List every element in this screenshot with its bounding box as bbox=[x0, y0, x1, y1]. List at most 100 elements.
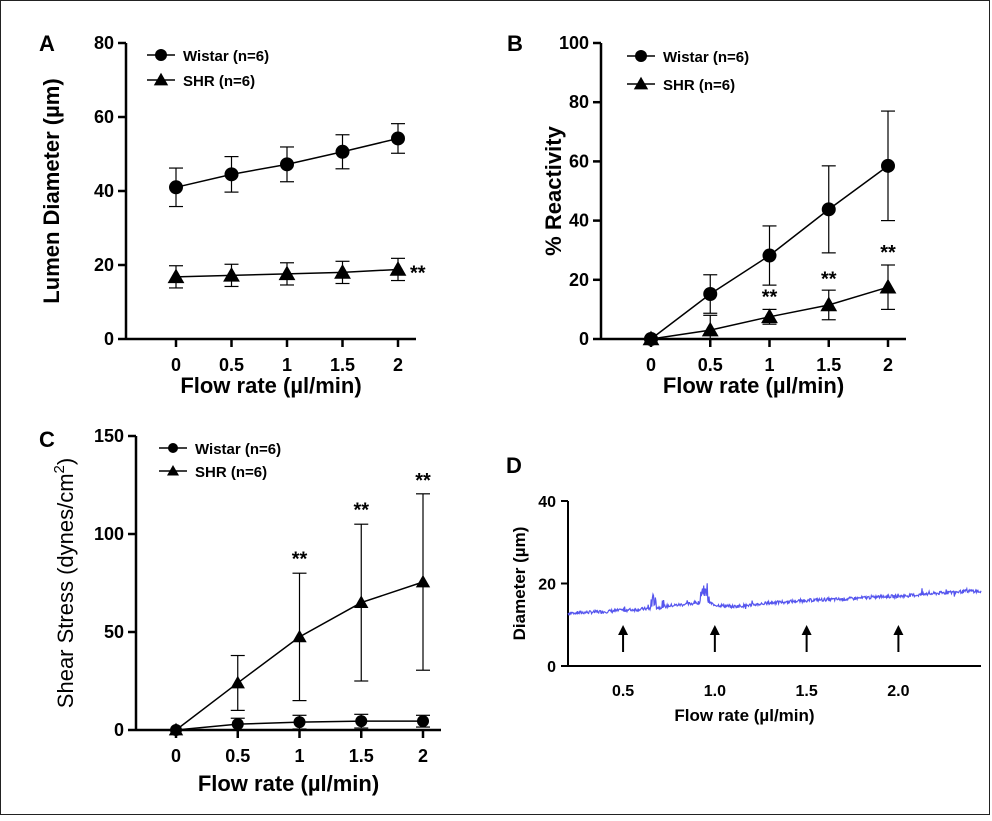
x-tick-label: 2.0 bbox=[887, 683, 909, 700]
data-point bbox=[820, 296, 838, 312]
y-tick-label: 0 bbox=[104, 329, 114, 349]
panel-B: B 0 20 40 60 80 100 0 0.5 1 1.5 2 Flow rate (µl/min)… bbox=[507, 31, 906, 398]
y-tick-label: 60 bbox=[94, 107, 114, 127]
data-point bbox=[701, 321, 719, 337]
x-tick-label: 1 bbox=[294, 746, 304, 766]
data-point bbox=[280, 157, 294, 172]
data-point bbox=[762, 248, 777, 263]
data-point bbox=[417, 715, 429, 728]
y-tick-label: 20 bbox=[94, 255, 114, 275]
x-tick-label: 0.5 bbox=[225, 746, 250, 766]
panel-label: C bbox=[39, 427, 55, 452]
data-point bbox=[278, 265, 296, 281]
data-point bbox=[292, 629, 307, 643]
data-point bbox=[761, 308, 778, 324]
legend-entry: Wistar (n=6) bbox=[159, 441, 281, 458]
x-axis-label: Flow rate (µl/min) bbox=[198, 771, 379, 796]
x-tick-label: 1.5 bbox=[795, 683, 817, 700]
data-point bbox=[167, 268, 185, 284]
y-tick-label: 0 bbox=[114, 720, 124, 740]
y-axis-label: Shear Stress (dynes/cm2) bbox=[51, 458, 78, 708]
series-shr bbox=[642, 264, 897, 346]
legend-label: Wistar (n=6) bbox=[663, 49, 749, 66]
y-axis-label: Lumen Diameter (µm) bbox=[39, 78, 64, 303]
legend-label: SHR (n=6) bbox=[195, 464, 267, 481]
data-point bbox=[335, 144, 350, 159]
legend-marker bbox=[635, 50, 647, 62]
x-tick-label: 2 bbox=[883, 355, 893, 375]
legend-entry: SHR (n=6) bbox=[159, 464, 267, 481]
y-axis-label: Diameter (µm) bbox=[510, 527, 529, 641]
data-point bbox=[334, 264, 351, 279]
legend-entry: SHR (n=6) bbox=[147, 72, 255, 90]
significance-mark: ** bbox=[821, 269, 837, 291]
legend-entry: SHR (n=6) bbox=[627, 76, 735, 94]
data-point bbox=[224, 167, 239, 182]
legend-marker bbox=[167, 465, 179, 476]
panel-D: D 0 20 40 0.5 1.0 1.5 2.0 Flow rate (µl/min) Diam… bbox=[506, 453, 982, 725]
data-point bbox=[355, 715, 368, 728]
y-tick-label: 0 bbox=[547, 659, 556, 676]
flow-change-arrow bbox=[709, 625, 720, 652]
flow-change-arrow bbox=[801, 625, 812, 652]
diameter-trace bbox=[567, 583, 982, 617]
y-tick-label: 100 bbox=[559, 33, 589, 53]
x-axis-label: Flow rate (µl/min) bbox=[180, 373, 361, 398]
data-point bbox=[223, 266, 240, 282]
x-axis-label: Flow rate (µl/min) bbox=[674, 706, 814, 725]
y-tick-label: 40 bbox=[94, 181, 114, 201]
x-tick-label: 2 bbox=[418, 746, 428, 766]
x-tick-label: 1.0 bbox=[704, 683, 726, 700]
flow-change-arrow bbox=[618, 625, 629, 652]
data-point bbox=[391, 131, 405, 146]
legend-entry: Wistar (n=6) bbox=[627, 49, 749, 66]
x-tick-label: 0.5 bbox=[219, 355, 244, 375]
x-tick-label: 0.5 bbox=[698, 355, 723, 375]
data-point bbox=[389, 261, 407, 276]
legend-label: Wistar (n=6) bbox=[183, 48, 269, 65]
significance-mark: ** bbox=[880, 242, 896, 264]
x-tick-label: 0 bbox=[171, 746, 181, 766]
data-point bbox=[415, 574, 431, 588]
data-point bbox=[230, 675, 245, 689]
data-point bbox=[293, 716, 306, 729]
data-point bbox=[821, 202, 836, 217]
data-point bbox=[168, 722, 184, 736]
legend-marker bbox=[633, 76, 649, 90]
data-point bbox=[703, 287, 718, 302]
x-tick-label: 0 bbox=[646, 355, 656, 375]
y-tick-label: 80 bbox=[569, 92, 589, 112]
panel-label: B bbox=[507, 31, 523, 56]
legend-entry: Wistar (n=6) bbox=[147, 48, 269, 65]
data-point bbox=[642, 330, 660, 346]
significance-mark: ** bbox=[410, 262, 426, 284]
y-tick-label: 0 bbox=[579, 329, 589, 349]
y-tick-label: 60 bbox=[569, 151, 589, 171]
panel-C: C 0 50 100 150 0 0.5 1 1.5 2 Flow rate (µl/min) She… bbox=[39, 426, 441, 796]
panel-A: A 0 20 40 60 80 0 0.5 1 1.5 2 Flow rate (µl/min) Lum… bbox=[39, 31, 426, 398]
data-point bbox=[879, 278, 897, 294]
significance-mark: ** bbox=[353, 499, 369, 521]
panel-label: D bbox=[506, 453, 522, 478]
legend-marker bbox=[153, 72, 169, 86]
legend-marker bbox=[155, 49, 167, 61]
x-tick-label: 1 bbox=[282, 355, 292, 375]
x-tick-label: 1.5 bbox=[349, 746, 374, 766]
significance-mark: ** bbox=[415, 470, 431, 492]
y-tick-label: 20 bbox=[569, 270, 589, 290]
data-point bbox=[881, 158, 895, 173]
data-point bbox=[169, 180, 183, 195]
x-tick-label: 1.5 bbox=[816, 355, 841, 375]
significance-mark: ** bbox=[762, 286, 778, 308]
series-wistar bbox=[170, 713, 430, 736]
data-point bbox=[354, 595, 369, 608]
y-tick-label: 40 bbox=[569, 211, 589, 231]
x-axis-label: Flow rate (µl/min) bbox=[663, 373, 844, 398]
y-tick-label: 40 bbox=[538, 494, 556, 511]
y-tick-label: 150 bbox=[94, 426, 124, 446]
y-tick-label: 100 bbox=[94, 524, 124, 544]
y-tick-label: 80 bbox=[94, 33, 114, 53]
series-shr bbox=[168, 493, 431, 736]
